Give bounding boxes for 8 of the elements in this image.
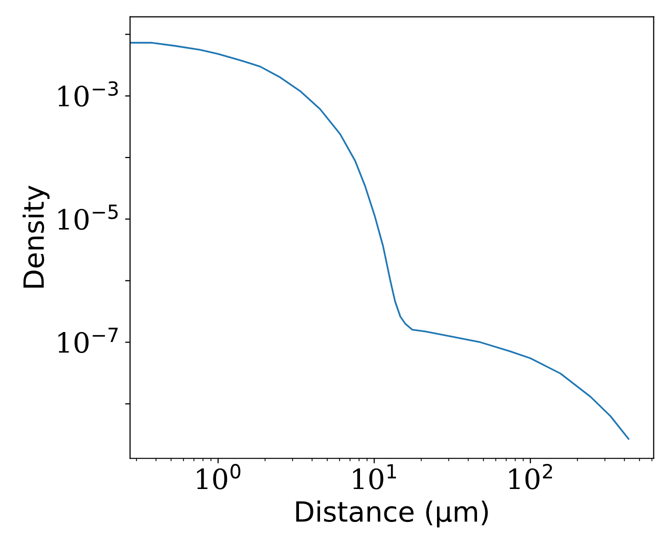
y-tick-label: 10$^{−3}$ [58, 81, 118, 107]
x-axis-title: Distance (μm) [296, 500, 488, 528]
x-tick-label: 10$^{1}$ [353, 464, 396, 490]
x-tick-label: 10$^{0}$ [197, 464, 240, 490]
y-tick-label: 10$^{−7}$ [58, 328, 118, 353]
y-tick-label: 10$^{−5}$ [58, 204, 118, 230]
y-axis-title: Density [22, 186, 50, 288]
x-tick-label: 10$^{2}$ [509, 464, 552, 490]
